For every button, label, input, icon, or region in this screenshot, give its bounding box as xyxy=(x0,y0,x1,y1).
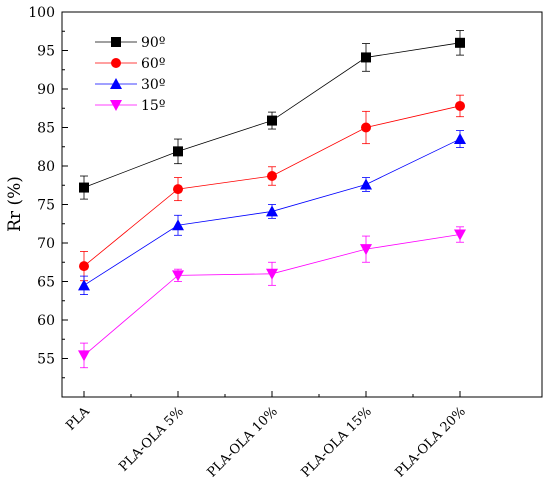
y-tick-label: 90 xyxy=(37,82,55,98)
data-point xyxy=(79,182,89,193)
legend-label: 15º xyxy=(141,98,165,114)
data-point xyxy=(79,261,89,272)
data-point xyxy=(266,205,278,217)
series-2 xyxy=(79,94,465,282)
data-point xyxy=(78,279,90,291)
data-point xyxy=(360,244,372,256)
data-point xyxy=(455,37,465,48)
plot-area xyxy=(61,11,543,398)
legend-item: 30º xyxy=(95,77,165,93)
data-point xyxy=(172,219,184,231)
data-point xyxy=(78,350,90,362)
y-tick-label: 60 xyxy=(37,313,55,329)
legend-item: 60º xyxy=(95,56,165,72)
legend: 90º 60º 30º 15º xyxy=(95,35,165,114)
data-point xyxy=(454,229,466,241)
y-tick-label: 100 xyxy=(28,5,55,21)
y-axis-title: Rr (%) xyxy=(5,176,25,232)
y-axis: 55 60 65 70 75 80 85 90 95 100 xyxy=(28,5,68,398)
data-point xyxy=(266,268,278,280)
series-4 xyxy=(78,226,466,369)
x-tick-label: PLA-OLA 5% xyxy=(116,404,186,474)
x-tick-label: PLA-OLA 10% xyxy=(205,404,281,480)
legend-item: 90º xyxy=(95,35,165,51)
data-point xyxy=(361,52,371,63)
data-point xyxy=(455,100,465,111)
legend-item: 15º xyxy=(95,98,165,114)
x-tick-label: PLA xyxy=(63,404,93,434)
legend-label: 30º xyxy=(141,77,165,93)
legend-label: 90º xyxy=(141,35,165,51)
y-tick-label: 55 xyxy=(37,352,55,368)
y-tick-label: 65 xyxy=(37,275,55,291)
y-tick-label: 75 xyxy=(37,198,55,214)
data-point xyxy=(173,146,183,157)
legend-marker xyxy=(110,100,122,111)
x-tick-label: PLA-OLA 20% xyxy=(393,404,469,480)
data-point xyxy=(267,171,277,182)
x-axis: PLA PLA-OLA 5% PLA-OLA 10% PLA-OLA 15% PLA-O… xyxy=(63,391,469,481)
legend-marker xyxy=(110,78,122,89)
data-point xyxy=(454,133,466,145)
data-point xyxy=(267,115,277,126)
data-point xyxy=(172,270,184,282)
legend-marker xyxy=(111,58,121,68)
series-layer xyxy=(78,30,466,369)
y-tick-label: 95 xyxy=(37,44,55,60)
legend-label: 60º xyxy=(141,56,165,72)
data-point xyxy=(173,184,183,195)
series-3 xyxy=(78,130,466,295)
y-tick-label: 80 xyxy=(37,159,55,175)
y-tick-label: 85 xyxy=(37,121,55,137)
y-tick-label: 70 xyxy=(37,236,55,252)
x-tick-label: PLA-OLA 15% xyxy=(299,404,375,480)
legend-marker xyxy=(111,37,121,47)
data-point xyxy=(360,178,372,190)
data-point xyxy=(361,122,371,133)
series-1 xyxy=(79,30,465,200)
